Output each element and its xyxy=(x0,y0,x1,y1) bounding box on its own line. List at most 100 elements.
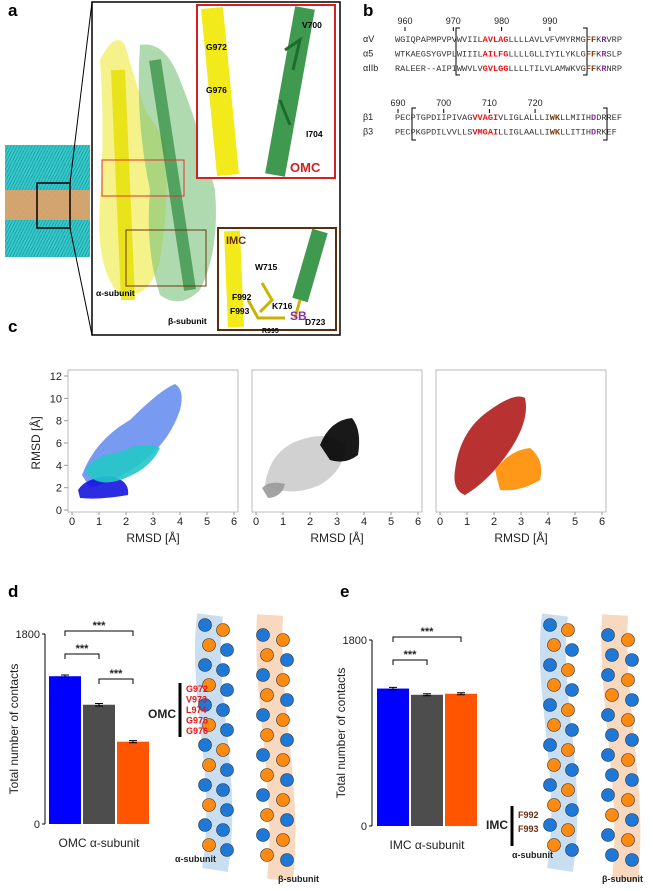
sequence-name: β3 xyxy=(363,127,373,137)
sequence-segment: R xyxy=(601,35,607,45)
atom-sphere xyxy=(625,733,639,747)
sequence-segment: SLP xyxy=(607,50,622,60)
beta-helix xyxy=(292,228,328,303)
panel-label: b xyxy=(363,1,373,20)
significance-bracket xyxy=(98,678,134,684)
x-tick-label: 2 xyxy=(123,516,129,528)
atom-sphere xyxy=(543,818,557,832)
residue-number: 720 xyxy=(528,98,543,108)
atom-sphere xyxy=(256,708,270,722)
atom-sphere xyxy=(256,788,270,802)
sequence-segment: R xyxy=(601,64,607,74)
alpha-label: α-subunit xyxy=(96,288,135,298)
error-bar xyxy=(389,686,397,691)
atom-sphere xyxy=(601,628,615,642)
significance-label: *** xyxy=(76,643,90,655)
sequence-segment: AVLAG xyxy=(483,35,509,45)
x-tick-label: 0 xyxy=(253,516,259,528)
sequence-name: α5 xyxy=(363,49,373,59)
significance-bracket xyxy=(64,630,134,636)
panel-label: c xyxy=(8,317,17,336)
atom-sphere xyxy=(543,738,557,752)
x-tick-label: 2 xyxy=(491,516,497,528)
x-axis-label: RMSD [Å] xyxy=(494,530,547,545)
atom-sphere xyxy=(256,748,270,762)
x-axis-label: OMC α-subunit xyxy=(59,836,141,850)
error-bar xyxy=(423,693,431,697)
atom-sphere xyxy=(601,788,615,802)
x-tick-label: 0 xyxy=(69,516,75,528)
y-tick-label: 4 xyxy=(56,460,62,472)
atom-sphere xyxy=(547,838,561,852)
atom-sphere xyxy=(216,783,230,797)
sequence: RALEER--AIPIWWVLVGVLGGLLLLTILVLAMWKVGFFK… xyxy=(395,64,622,74)
y-tick-label: 12 xyxy=(50,371,62,383)
lipid-layer xyxy=(5,190,90,220)
atom-sphere xyxy=(220,803,234,817)
omc-box xyxy=(101,159,185,197)
residue-number: 690 xyxy=(390,98,405,108)
sequence-segment: LLLLAVLVFVMYRMG xyxy=(508,35,585,45)
atom-sphere xyxy=(547,718,561,732)
panel-label: e xyxy=(340,582,349,601)
atom-sphere xyxy=(256,828,270,842)
y-tick-label: 0 xyxy=(361,821,367,833)
sequence: PECPKGPDILVVLLSVMGAILLIGLAALLIWKLLITIHDR… xyxy=(395,128,617,138)
sequence-segment: VRP xyxy=(607,35,622,45)
x-tick-label: 5 xyxy=(572,516,578,528)
atom-sphere xyxy=(543,698,557,712)
atom-sphere xyxy=(280,733,294,747)
x-tick-label: 3 xyxy=(518,516,524,528)
beta-helix xyxy=(149,59,196,291)
atom-sphere xyxy=(565,723,579,737)
region-residue: L974 xyxy=(186,705,207,715)
atom-sphere xyxy=(621,633,635,647)
atom-sphere xyxy=(276,673,290,687)
x-tick-label: 1 xyxy=(96,516,102,528)
sequence-segment: K xyxy=(596,50,602,60)
significance-bracket xyxy=(64,653,100,659)
atom-sphere xyxy=(605,688,619,702)
residue: G976 xyxy=(206,85,227,95)
bar xyxy=(83,704,115,824)
region-title: IMC xyxy=(486,818,508,832)
point-cloud xyxy=(320,418,360,462)
atom-sphere xyxy=(605,648,619,662)
region-residue: G975 xyxy=(186,716,208,726)
y-tick-label: 0 xyxy=(34,819,40,831)
atom-sphere xyxy=(561,783,575,797)
significance-bracket xyxy=(392,659,428,665)
atom-sphere xyxy=(280,813,294,827)
sequence-segment: WK xyxy=(550,128,561,138)
residue: V700 xyxy=(302,20,322,30)
atom-sphere xyxy=(198,618,212,632)
atom-sphere xyxy=(561,703,575,717)
residue: W715 xyxy=(255,262,277,272)
atom-sphere xyxy=(202,638,216,652)
region-residue: F993 xyxy=(518,824,539,834)
atom-sphere xyxy=(220,683,234,697)
atom-sphere xyxy=(220,723,234,737)
atom-sphere xyxy=(220,843,234,857)
y-tick-label: 1800 xyxy=(343,635,367,647)
subunit-label: β-subunit xyxy=(602,874,643,884)
atom-sphere xyxy=(547,678,561,692)
region-title: OMC xyxy=(148,707,176,721)
atom-sphere xyxy=(202,718,216,732)
residue: F992 xyxy=(232,292,252,302)
x-axis-label: IMC α-subunit xyxy=(390,838,466,852)
atom-sphere xyxy=(280,773,294,787)
residue: G972 xyxy=(206,42,227,52)
atom-sphere xyxy=(216,823,230,837)
atom-sphere xyxy=(276,793,290,807)
x-axis-label: RMSD [Å] xyxy=(126,530,179,545)
sequence-segment: FF xyxy=(586,35,596,45)
residue: K716 xyxy=(272,301,293,311)
atom-sphere xyxy=(276,753,290,767)
bar-panels: d 0 1800 Total number of contacts OMC α-subu… xyxy=(7,582,643,884)
bar xyxy=(445,693,477,826)
atom-sphere xyxy=(601,828,615,842)
atom-sphere xyxy=(565,763,579,777)
inset-title: IMC xyxy=(226,235,246,247)
atom-sphere xyxy=(565,683,579,697)
